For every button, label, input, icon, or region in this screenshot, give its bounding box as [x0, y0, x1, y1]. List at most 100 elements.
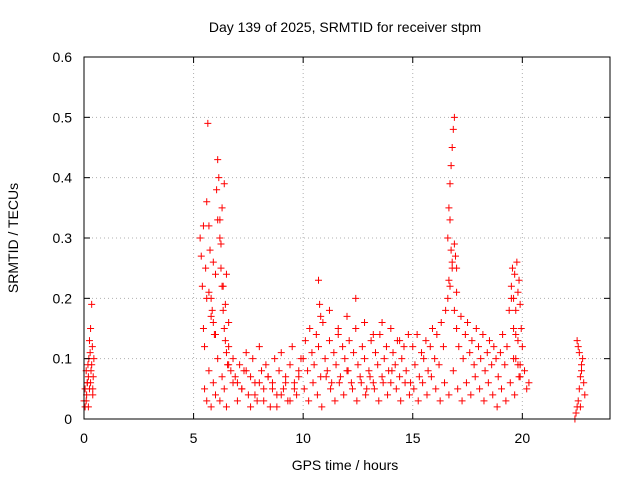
data-point — [247, 373, 255, 381]
data-point — [88, 343, 96, 351]
data-point — [350, 349, 358, 357]
data-point — [339, 343, 347, 351]
data-point — [435, 361, 443, 369]
data-points — [80, 113, 589, 423]
data-point — [470, 361, 478, 369]
y-tick-labels: 0 0.1 0.2 0.3 0.4 0.5 0.6 — [53, 49, 73, 427]
data-point — [370, 385, 378, 393]
data-point — [260, 385, 268, 393]
data-point — [510, 355, 518, 363]
data-point — [441, 379, 449, 387]
data-point — [494, 373, 502, 381]
data-point — [343, 312, 351, 320]
data-point — [374, 361, 382, 369]
data-point — [523, 385, 531, 393]
data-point — [432, 385, 440, 393]
data-point — [448, 144, 456, 151]
data-point — [358, 343, 366, 351]
data-point — [512, 331, 520, 339]
data-point — [334, 325, 342, 332]
data-point — [514, 337, 522, 345]
data-point — [449, 367, 457, 375]
data-point — [332, 361, 340, 369]
data-point — [214, 156, 222, 164]
data-point — [378, 373, 386, 381]
y-tick-label: 0.5 — [53, 109, 73, 125]
data-point — [318, 403, 326, 411]
data-point — [453, 288, 461, 296]
data-point — [282, 379, 290, 387]
data-point — [215, 174, 223, 182]
data-point — [247, 403, 255, 411]
data-point — [253, 397, 261, 405]
data-point — [309, 379, 317, 387]
y-tick-label: 0.6 — [53, 49, 73, 65]
data-point — [220, 325, 228, 332]
data-point — [88, 300, 96, 308]
data-point — [336, 373, 344, 381]
data-point — [514, 288, 522, 296]
data-point — [218, 373, 226, 381]
data-point — [462, 379, 470, 387]
data-point — [229, 355, 237, 363]
data-point — [480, 397, 488, 405]
data-point — [371, 349, 379, 357]
data-point — [222, 270, 230, 278]
data-point — [209, 379, 217, 387]
data-point — [437, 318, 445, 326]
data-point — [439, 343, 447, 351]
data-point — [392, 385, 400, 393]
data-point — [375, 397, 383, 405]
data-point — [472, 325, 480, 332]
data-point — [424, 367, 432, 375]
data-point — [290, 379, 298, 387]
data-point — [198, 282, 206, 290]
data-point — [209, 318, 217, 326]
data-point — [516, 300, 524, 308]
data-point — [382, 343, 390, 351]
data-point — [419, 379, 427, 387]
data-point — [488, 361, 496, 369]
data-point — [293, 391, 301, 399]
data-point — [249, 355, 257, 363]
y-axis-title: SRMTID / TECUs — [5, 183, 21, 293]
y-tick-label: 0.4 — [53, 170, 73, 186]
data-point — [208, 306, 216, 314]
data-point — [218, 204, 226, 212]
data-point — [426, 343, 434, 351]
data-point — [202, 264, 210, 272]
data-point — [450, 240, 458, 248]
data-point — [242, 349, 250, 357]
data-point — [221, 337, 229, 345]
data-point — [229, 379, 237, 387]
data-point — [238, 385, 246, 393]
data-point — [411, 361, 419, 369]
data-point — [361, 318, 369, 326]
data-point — [449, 125, 457, 133]
data-point — [363, 385, 371, 393]
data-point — [341, 355, 349, 363]
data-point — [501, 361, 509, 369]
data-point — [219, 306, 227, 314]
data-point — [352, 325, 360, 332]
data-point — [266, 403, 274, 411]
data-point — [446, 180, 454, 188]
data-point — [295, 373, 303, 381]
data-point — [453, 325, 461, 332]
data-point — [197, 252, 205, 260]
data-point — [340, 391, 348, 399]
data-point — [262, 361, 270, 369]
data-point — [319, 318, 327, 326]
data-point — [273, 403, 281, 411]
data-point — [518, 343, 526, 351]
data-point — [461, 331, 469, 339]
data-point — [444, 234, 452, 242]
data-point — [315, 276, 323, 284]
data-point — [579, 355, 587, 363]
data-point — [578, 367, 586, 375]
data-point — [450, 306, 458, 314]
data-point — [255, 379, 263, 387]
data-point — [361, 355, 369, 363]
data-point — [420, 355, 428, 363]
data-point — [366, 373, 374, 381]
